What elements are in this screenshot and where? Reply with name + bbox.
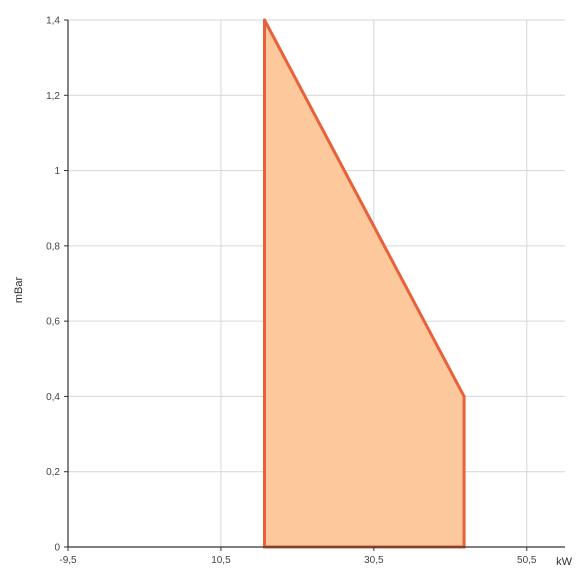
x-tick-label: -9,5 (59, 555, 77, 566)
y-tick-label: 0,2 (46, 467, 60, 478)
x-tick-label: 10,5 (211, 555, 231, 566)
y-tick-label: 1 (54, 166, 60, 177)
data-point (462, 394, 466, 398)
area-series (263, 18, 466, 549)
labels: kW mBar 0 0,2 0,4 0,6 0,8 1 1,2 1,4 -9,5 10,5 30,5… (13, 16, 573, 569)
y-tick-label: 0,8 (46, 241, 60, 252)
x-tick-label: 50,5 (517, 555, 537, 566)
data-point (263, 18, 267, 22)
y-tick-label: 1,4 (46, 16, 60, 27)
axes (64, 19, 565, 551)
y-tick-label: 0 (54, 543, 60, 554)
y-axis-label: mBar (13, 277, 25, 304)
x-axis-label: kW (556, 556, 573, 568)
area-polygon (263, 19, 466, 549)
x-tick-label: 30,5 (364, 555, 384, 566)
y-tick-label: 1,2 (46, 91, 60, 102)
y-tick-label: 0,6 (46, 317, 60, 328)
y-tick-label: 0,4 (46, 392, 60, 403)
